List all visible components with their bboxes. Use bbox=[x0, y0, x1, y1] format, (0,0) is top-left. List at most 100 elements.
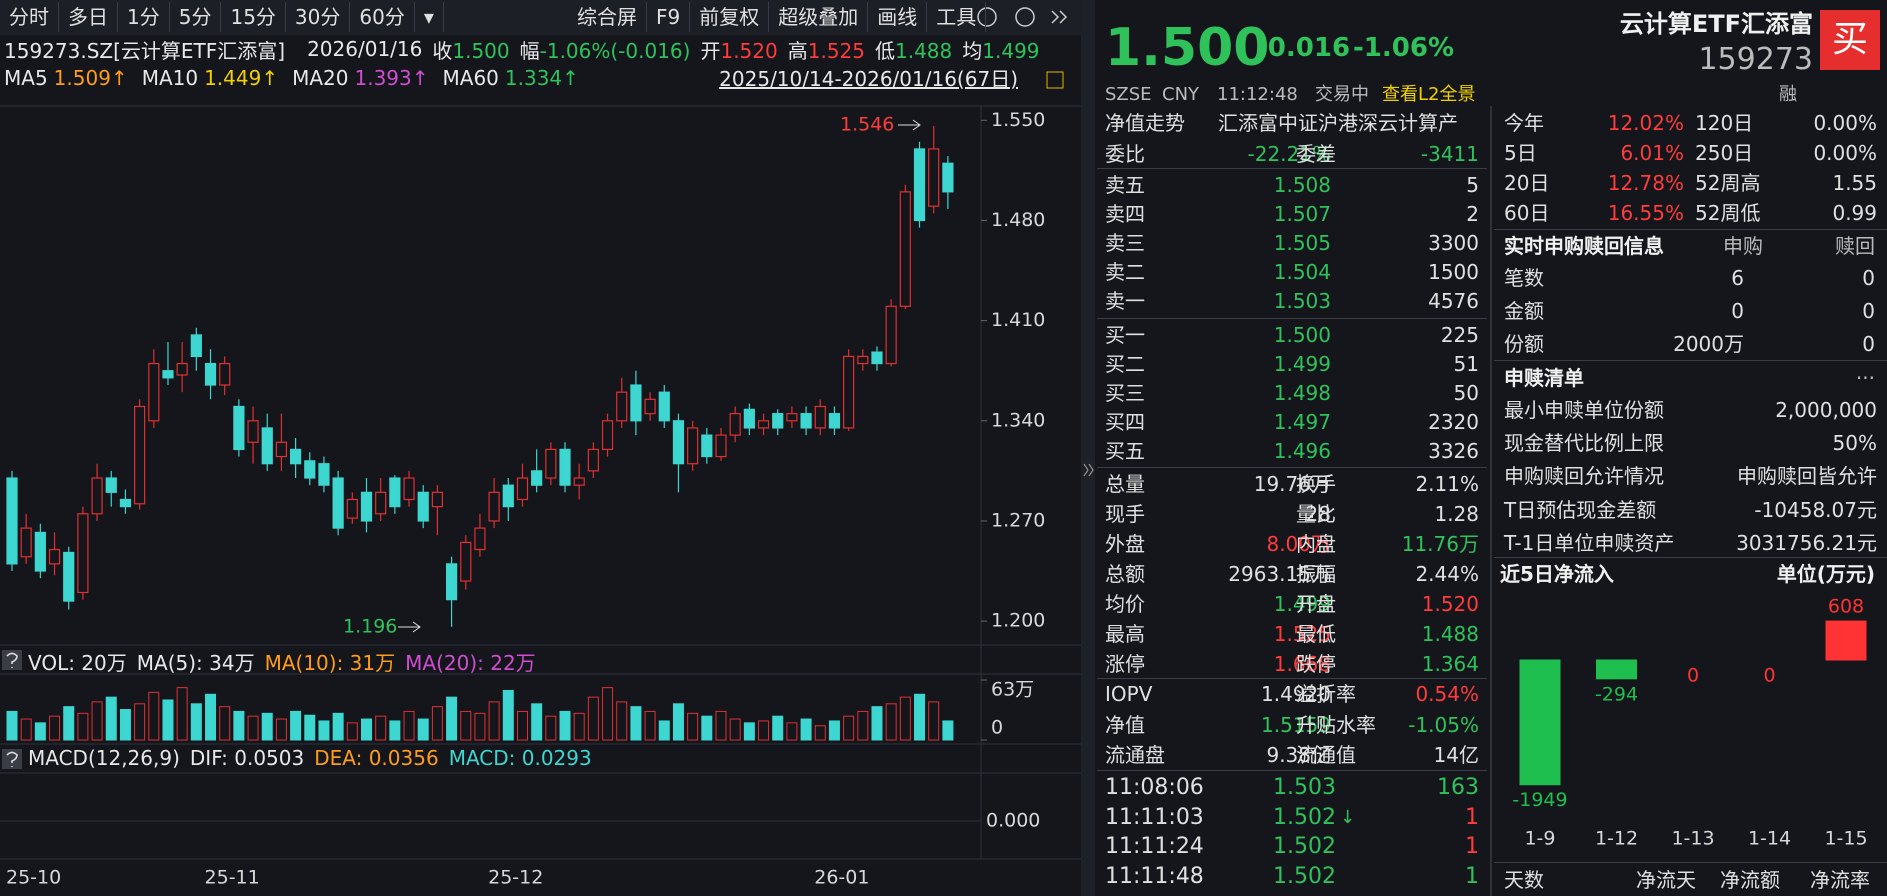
expand-icon[interactable] bbox=[1082, 460, 1096, 480]
row-value: 0 bbox=[1862, 332, 1875, 356]
return-label: 5日 bbox=[1504, 141, 1537, 165]
field-value: 1.500 bbox=[452, 38, 510, 63]
field-label: 振幅 bbox=[1296, 562, 1336, 586]
volume-bar bbox=[275, 718, 287, 741]
trade-volume: 1 bbox=[1465, 834, 1479, 859]
candle-body bbox=[162, 370, 174, 379]
volume-bar bbox=[914, 693, 926, 741]
flow-bar bbox=[1596, 659, 1637, 680]
field-value: 1.520 bbox=[1421, 592, 1479, 616]
book-price: 1.503 bbox=[1273, 289, 1331, 313]
volume-bar bbox=[105, 696, 117, 741]
candle-body bbox=[389, 477, 401, 508]
field-value: 1.668 bbox=[1273, 652, 1331, 676]
book-label: 卖一 bbox=[1105, 289, 1145, 313]
book-volume: 225 bbox=[1440, 323, 1479, 347]
tool-tab[interactable]: 超级叠加 bbox=[769, 2, 869, 32]
period-tab[interactable]: 60分 bbox=[350, 2, 415, 32]
period-tab[interactable]: 15分 bbox=[221, 2, 286, 32]
x-tick-label: 1-15 bbox=[1824, 828, 1867, 850]
tool-tab[interactable]: 工具 bbox=[927, 2, 987, 32]
field-value: 28 bbox=[1305, 502, 1331, 526]
x-tick-label: 26-01 bbox=[814, 867, 869, 889]
book-price: 1.496 bbox=[1273, 439, 1331, 463]
vol-legend: VOL: 20万 bbox=[28, 651, 127, 675]
y-tick-label: 1.340 bbox=[991, 409, 1045, 431]
candle-body bbox=[261, 427, 273, 465]
date: 2026/01/16 bbox=[307, 37, 423, 61]
field: 低1.488 bbox=[875, 35, 952, 64]
volume-bar bbox=[871, 706, 883, 741]
divider bbox=[1490, 106, 1492, 896]
candle-body bbox=[743, 408, 755, 429]
row-value: 0 bbox=[1862, 266, 1875, 290]
candle-body bbox=[20, 527, 32, 558]
trade-time: 11:11:48 bbox=[1105, 863, 1204, 889]
field-label: 开 bbox=[700, 38, 721, 63]
period-tab[interactable]: ▾ bbox=[415, 2, 444, 32]
candle-body bbox=[119, 498, 132, 508]
flow-value: -294 bbox=[1595, 683, 1638, 705]
candle-body bbox=[219, 362, 231, 386]
volume-bar bbox=[304, 714, 316, 741]
settings-icon[interactable] bbox=[977, 7, 997, 27]
more-button[interactable]: ··· bbox=[1855, 366, 1875, 390]
volume-bar bbox=[644, 710, 656, 741]
book-price: 1.508 bbox=[1273, 173, 1331, 197]
help-icon[interactable] bbox=[1015, 7, 1035, 27]
macd-legend: MACD(12,26,9) bbox=[28, 746, 180, 770]
section-title: 申赎清单 bbox=[1504, 366, 1584, 390]
volume-bar bbox=[77, 712, 89, 741]
trade-price: 1.503 bbox=[1273, 775, 1336, 800]
volume-bar bbox=[346, 722, 358, 741]
tool-tab[interactable]: 画线 bbox=[868, 2, 928, 32]
volume-bar bbox=[247, 715, 259, 741]
tool-tab[interactable]: F9 bbox=[647, 2, 691, 32]
margin-tag: 融 bbox=[1779, 84, 1797, 105]
collapse-icon[interactable] bbox=[1051, 10, 1068, 24]
field-label: 最低 bbox=[1296, 622, 1336, 646]
candle-body bbox=[644, 398, 656, 415]
field-value: -3411 bbox=[1420, 142, 1479, 166]
l2-link[interactable]: 查看L2全景 bbox=[1382, 84, 1476, 105]
period-tab[interactable]: 5分 bbox=[170, 2, 222, 32]
footer-label: 天数 bbox=[1504, 868, 1544, 892]
x-tick-label: 1-14 bbox=[1748, 828, 1791, 850]
book-label: 买三 bbox=[1105, 381, 1145, 405]
buy-button[interactable]: 买 bbox=[1820, 10, 1880, 70]
row-value: 0 bbox=[1862, 299, 1875, 323]
field-label: 外盘 bbox=[1105, 532, 1145, 556]
ma-item: MA20 1.393↑ bbox=[292, 66, 428, 90]
volume-bar bbox=[290, 710, 302, 741]
tool-tab[interactable]: 综合屏 bbox=[568, 2, 647, 32]
field-value: 1.364 bbox=[1421, 652, 1479, 676]
flow-value: -1949 bbox=[1512, 789, 1567, 811]
period-tab[interactable]: 30分 bbox=[286, 2, 351, 32]
book-volume: 5 bbox=[1466, 173, 1479, 197]
return-value: 6.01% bbox=[1620, 141, 1684, 165]
field-label: 流通值 bbox=[1296, 743, 1356, 767]
macd-zero-label: 0.000 bbox=[986, 810, 1040, 832]
splitter[interactable] bbox=[1081, 0, 1095, 896]
period-tab[interactable]: 1分 bbox=[118, 2, 170, 32]
tool-tab[interactable]: 前复权 bbox=[690, 2, 770, 32]
candle-body bbox=[275, 441, 288, 458]
row-value: 0 bbox=[1731, 299, 1744, 323]
book-volume: 3326 bbox=[1428, 439, 1479, 463]
separator bbox=[1494, 229, 1887, 230]
volume-bar bbox=[616, 701, 628, 741]
period-tab[interactable]: 分时 bbox=[0, 2, 59, 32]
lock-icon[interactable] bbox=[1046, 71, 1064, 89]
volume-bar bbox=[559, 710, 571, 741]
change-pct: -1.06% bbox=[1353, 33, 1454, 63]
volume-bar bbox=[417, 718, 429, 741]
y-tick-label: 1.480 bbox=[991, 209, 1045, 231]
field-label: 高 bbox=[787, 38, 808, 63]
date-range[interactable]: 2025/10/14-2026/01/16(67日) bbox=[719, 67, 1018, 91]
ma-label: MA60 bbox=[442, 66, 499, 90]
trade-time: 11:11:03 bbox=[1105, 804, 1204, 830]
volume-bar bbox=[332, 712, 344, 741]
field-value: 1.525 bbox=[807, 38, 865, 63]
period-tab[interactable]: 多日 bbox=[59, 2, 118, 32]
